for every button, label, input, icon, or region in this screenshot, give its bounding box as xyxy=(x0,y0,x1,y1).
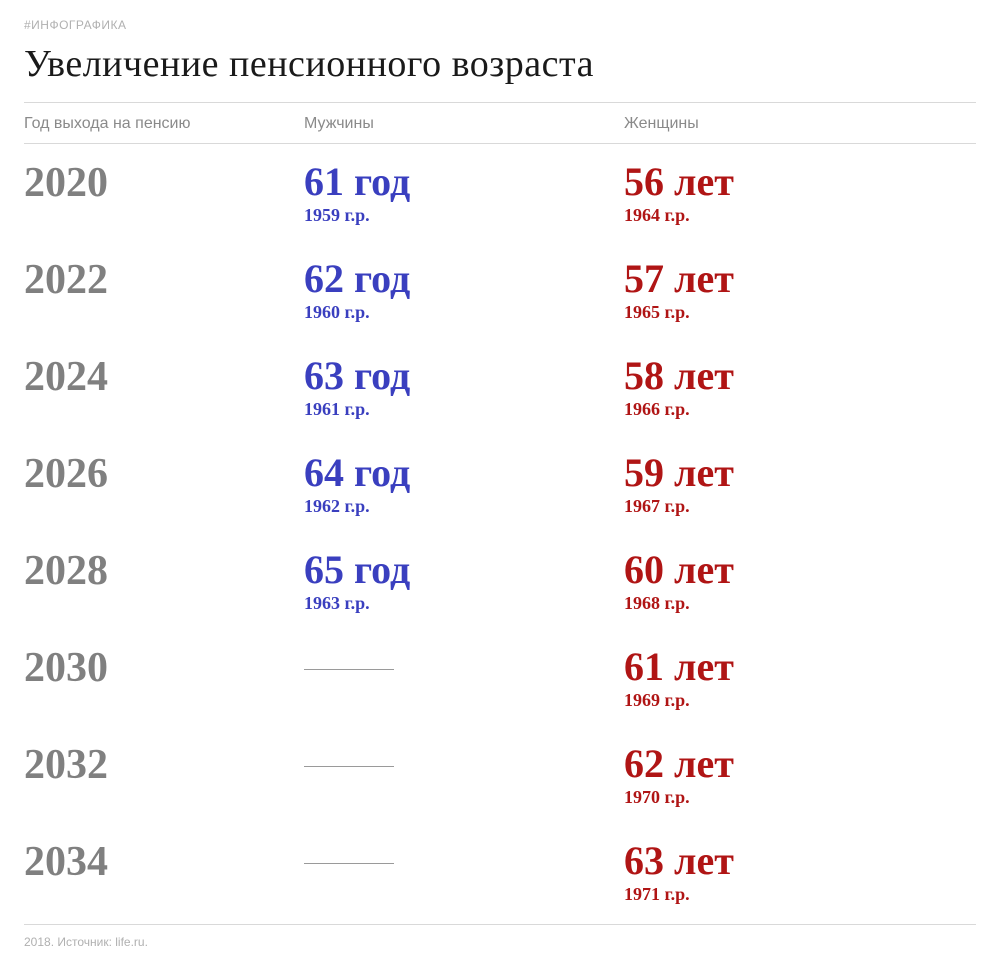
women-cell: 63 лет 1971 г.р. xyxy=(624,841,976,905)
men-cell: 65 год 1963 г.р. xyxy=(304,550,624,614)
year-cell: 2022 xyxy=(24,259,304,301)
table-body: 202061 год1959 г.р.56 лет1964 г.р.202262… xyxy=(24,144,976,920)
women-birth-year: 1970 г.р. xyxy=(624,787,976,808)
table-row: 2030 61 лет 1969 г.р. xyxy=(24,629,976,726)
women-birth-year: 1968 г.р. xyxy=(624,593,976,614)
women-cell: 57 лет 1965 г.р. xyxy=(624,259,976,323)
empty-dash xyxy=(304,766,394,767)
women-age: 56 лет xyxy=(624,162,976,202)
women-age: 57 лет xyxy=(624,259,976,299)
men-birth-year: 1963 г.р. xyxy=(304,593,624,614)
empty-dash xyxy=(304,863,394,864)
year-cell: 2026 xyxy=(24,453,304,495)
women-cell: 56 лет 1964 г.р. xyxy=(624,162,976,226)
women-birth-year: 1969 г.р. xyxy=(624,690,976,711)
footer-rule: 2018. Источник: life.ru. xyxy=(24,924,976,949)
women-birth-year: 1971 г.р. xyxy=(624,884,976,905)
year-cell: 2028 xyxy=(24,550,304,592)
women-cell: 60 лет 1968 г.р. xyxy=(624,550,976,614)
women-cell: 62 лет 1970 г.р. xyxy=(624,744,976,808)
men-cell xyxy=(304,744,624,767)
men-age: 65 год xyxy=(304,550,624,590)
men-cell: 61 год 1959 г.р. xyxy=(304,162,624,226)
men-cell xyxy=(304,647,624,670)
men-cell: 62 год 1960 г.р. xyxy=(304,259,624,323)
women-birth-year: 1964 г.р. xyxy=(624,205,976,226)
women-birth-year: 1967 г.р. xyxy=(624,496,976,517)
table-row: 202664 год 1962 г.р.59 лет 1967 г.р. xyxy=(24,435,976,532)
table-row: 202463 год 1961 г.р.58 лет 1966 г.р. xyxy=(24,338,976,435)
men-age: 61 год xyxy=(304,162,624,202)
men-birth-year: 1961 г.р. xyxy=(304,399,624,420)
women-age: 63 лет xyxy=(624,841,976,881)
empty-dash xyxy=(304,669,394,670)
men-birth-year: 1959 г.р. xyxy=(304,205,624,226)
table-header-row: Год выхода на пенсию Мужчины Женщины xyxy=(24,103,976,144)
year-cell: 2020 xyxy=(24,162,304,204)
men-cell xyxy=(304,841,624,864)
footer-source: 2018. Источник: life.ru. xyxy=(24,935,976,949)
page-title: Увеличение пенсионного возраста xyxy=(24,42,976,103)
header-year: Год выхода на пенсию xyxy=(24,115,304,133)
women-birth-year: 1965 г.р. xyxy=(624,302,976,323)
women-age: 62 лет xyxy=(624,744,976,784)
table-row: 202865 год 1963 г.р.60 лет 1968 г.р. xyxy=(24,532,976,629)
year-cell: 2032 xyxy=(24,744,304,786)
men-birth-year: 1960 г.р. xyxy=(304,302,624,323)
table-row: 2032 62 лет 1970 г.р. xyxy=(24,726,976,823)
year-cell: 2024 xyxy=(24,356,304,398)
women-age: 60 лет xyxy=(624,550,976,590)
women-age: 59 лет xyxy=(624,453,976,493)
header-men: Мужчины xyxy=(304,115,624,133)
women-age: 61 лет xyxy=(624,647,976,687)
women-cell: 59 лет 1967 г.р. xyxy=(624,453,976,517)
men-age: 62 год xyxy=(304,259,624,299)
category-tag: #ИНФОГРАФИКА xyxy=(24,18,976,32)
table-row: 2034 63 лет 1971 г.р. xyxy=(24,823,976,920)
men-birth-year: 1962 г.р. xyxy=(304,496,624,517)
year-cell: 2034 xyxy=(24,841,304,883)
year-cell: 2030 xyxy=(24,647,304,689)
women-cell: 61 лет 1969 г.р. xyxy=(624,647,976,711)
men-age: 63 год xyxy=(304,356,624,396)
table-row: 202061 год 1959 г.р.56 лет 1964 г.р. xyxy=(24,144,976,241)
men-age: 64 год xyxy=(304,453,624,493)
women-birth-year: 1966 г.р. xyxy=(624,399,976,420)
men-cell: 64 год 1962 г.р. xyxy=(304,453,624,517)
header-women: Женщины xyxy=(624,115,976,133)
women-age: 58 лет xyxy=(624,356,976,396)
women-cell: 58 лет 1966 г.р. xyxy=(624,356,976,420)
men-cell: 63 год 1961 г.р. xyxy=(304,356,624,420)
table-row: 202262 год 1960 г.р.57 лет 1965 г.р. xyxy=(24,241,976,338)
